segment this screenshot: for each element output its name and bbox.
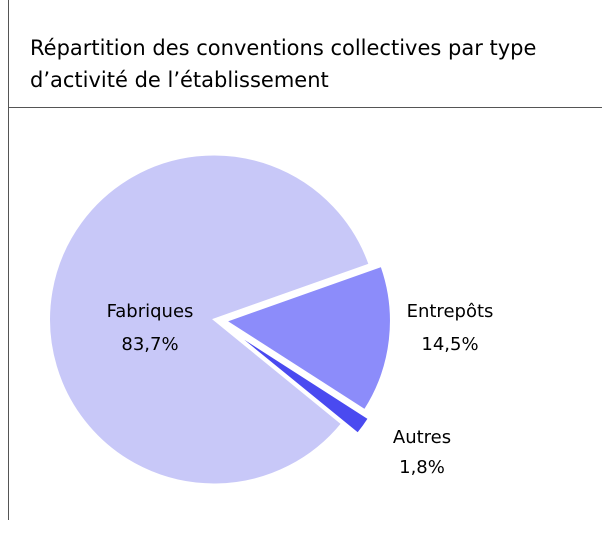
chart-title: Répartition des conventions collectives … [30, 36, 536, 60]
slice-value: 1,8% [399, 457, 445, 478]
slice-value: 83,7% [121, 334, 178, 355]
pie-slice [229, 328, 371, 436]
chart-title: d’activité de l’établissement [30, 68, 329, 92]
slice-label: Entrepôts [407, 301, 494, 322]
slice-label: Fabriques [107, 301, 194, 322]
slice-label: Autres [393, 427, 451, 448]
pie-slice [223, 264, 392, 412]
pie-slice [48, 153, 371, 486]
slice-value: 14,5% [421, 334, 478, 355]
